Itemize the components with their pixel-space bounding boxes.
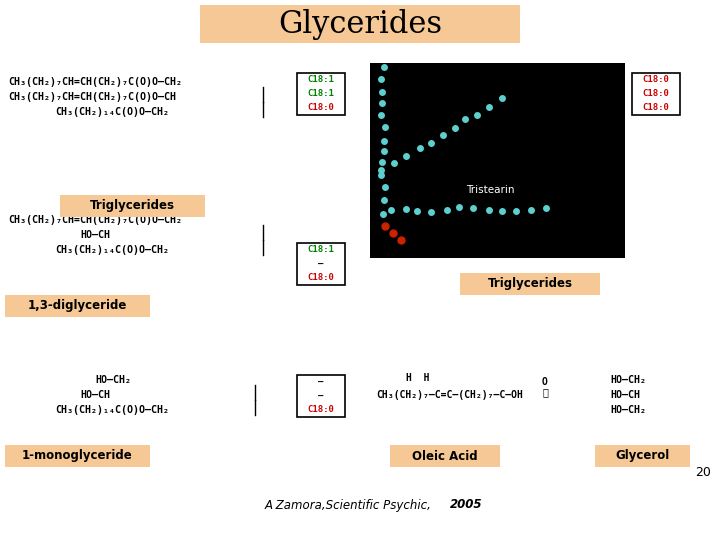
- Text: A Zamora,Scientific Psychic,: A Zamora,Scientific Psychic,: [265, 498, 436, 511]
- Text: Oleic Acid: Oleic Acid: [412, 449, 478, 462]
- Text: HO–CH: HO–CH: [80, 390, 110, 400]
- FancyBboxPatch shape: [60, 195, 205, 217]
- Text: ∥: ∥: [542, 387, 548, 397]
- Text: –: –: [318, 377, 324, 387]
- Text: C18:0: C18:0: [307, 273, 334, 282]
- Text: HO–CH: HO–CH: [80, 230, 110, 240]
- FancyBboxPatch shape: [460, 273, 600, 295]
- Text: CH₃(CH₂)₇CH=CH(CH₂)₇C(O)O–CH: CH₃(CH₂)₇CH=CH(CH₂)₇C(O)O–CH: [8, 92, 176, 102]
- Text: H  H: H H: [406, 373, 430, 383]
- FancyBboxPatch shape: [297, 375, 345, 417]
- Text: 2005: 2005: [450, 498, 482, 511]
- Text: CH₃(CH₂)₁₄C(O)O–CH₂: CH₃(CH₂)₁₄C(O)O–CH₂: [55, 107, 169, 117]
- Text: O: O: [542, 377, 548, 387]
- FancyBboxPatch shape: [390, 445, 500, 467]
- Text: –: –: [318, 392, 324, 401]
- Text: C18:0: C18:0: [642, 104, 670, 112]
- Text: CH₃(CH₂)₇CH=CH(CH₂)₇C(O)O–CH₂: CH₃(CH₂)₇CH=CH(CH₂)₇C(O)O–CH₂: [8, 77, 182, 87]
- Text: Glycerol: Glycerol: [616, 449, 670, 462]
- FancyBboxPatch shape: [595, 445, 690, 467]
- Text: C18:0: C18:0: [307, 406, 334, 415]
- Text: HO–CH₂: HO–CH₂: [610, 405, 646, 415]
- Text: CH₃(CH₂)₁₄C(O)O–CH₂: CH₃(CH₂)₁₄C(O)O–CH₂: [55, 405, 169, 415]
- Text: C18:0: C18:0: [307, 104, 334, 112]
- FancyBboxPatch shape: [370, 63, 625, 258]
- Text: 20: 20: [695, 465, 711, 478]
- Text: Glycerides: Glycerides: [278, 9, 442, 39]
- FancyBboxPatch shape: [297, 243, 345, 285]
- Text: Triglycerides: Triglycerides: [90, 199, 175, 213]
- Text: C18:0: C18:0: [642, 90, 670, 98]
- FancyBboxPatch shape: [5, 445, 150, 467]
- Text: HO–CH₂: HO–CH₂: [95, 375, 131, 385]
- FancyBboxPatch shape: [200, 5, 520, 43]
- Text: 1,3-diglyceride: 1,3-diglyceride: [28, 300, 127, 313]
- Text: CH₃(CH₂)₁₄C(O)O–CH₂: CH₃(CH₂)₁₄C(O)O–CH₂: [55, 245, 169, 255]
- Text: C18:1: C18:1: [307, 76, 334, 84]
- Text: CH₃(CH₂)₇–C=C–(CH₂)₇–C–OH: CH₃(CH₂)₇–C=C–(CH₂)₇–C–OH: [377, 390, 523, 400]
- Text: 1-monoglyceride: 1-monoglyceride: [22, 449, 133, 462]
- FancyBboxPatch shape: [297, 73, 345, 115]
- Text: HO–CH₂: HO–CH₂: [610, 375, 646, 385]
- Text: C18:1: C18:1: [307, 90, 334, 98]
- Text: C18:0: C18:0: [642, 76, 670, 84]
- Text: Triglycerides: Triglycerides: [487, 278, 572, 291]
- Text: Tristearin: Tristearin: [466, 185, 514, 195]
- Text: CH₃(CH₂)₇CH=CH(CH₂)₇C(O)O–CH₂: CH₃(CH₂)₇CH=CH(CH₂)₇C(O)O–CH₂: [8, 215, 182, 225]
- Text: HO–CH: HO–CH: [610, 390, 640, 400]
- Text: C18:1: C18:1: [307, 246, 334, 254]
- FancyBboxPatch shape: [632, 73, 680, 115]
- Text: –: –: [318, 260, 324, 268]
- FancyBboxPatch shape: [5, 295, 150, 317]
